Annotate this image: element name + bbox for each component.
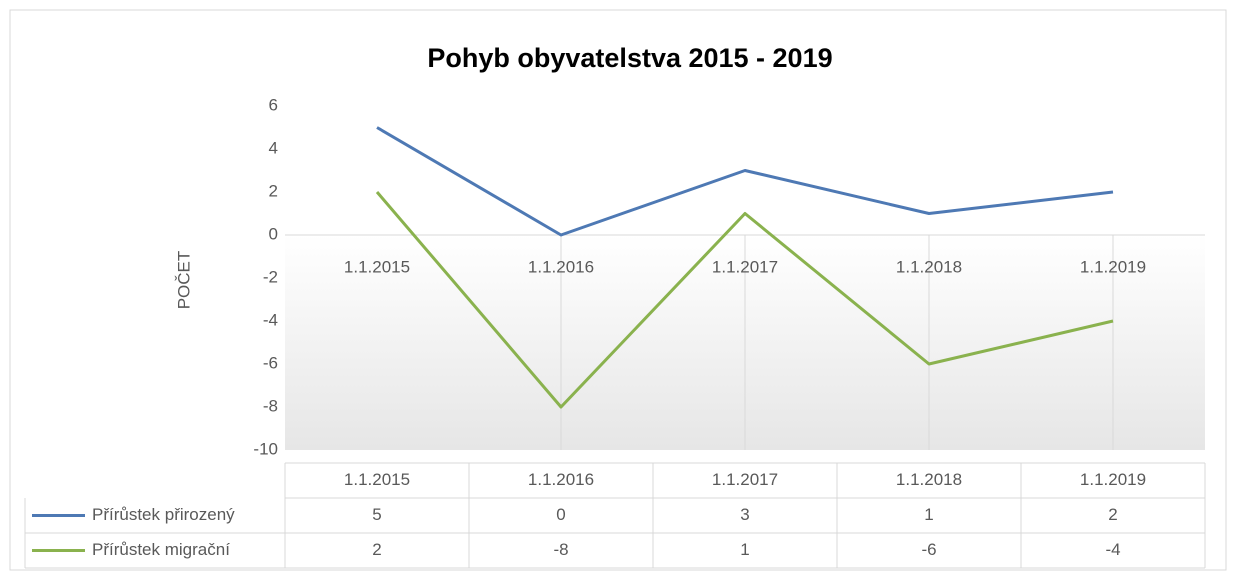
y-tick-label: 4 xyxy=(269,138,278,157)
table-value: 3 xyxy=(740,505,749,524)
table-value: -8 xyxy=(553,540,568,559)
x-tick-label: 1.1.2018 xyxy=(896,257,962,276)
table-header: 1.1.2019 xyxy=(1080,470,1146,489)
table-value: 1 xyxy=(924,505,933,524)
y-tick-label: 0 xyxy=(269,224,278,243)
table-header: 1.1.2015 xyxy=(344,470,410,489)
series-line xyxy=(375,191,1114,409)
table-header: 1.1.2018 xyxy=(896,470,962,489)
table-value: 2 xyxy=(372,540,381,559)
y-tick-label: 6 xyxy=(269,95,278,114)
y-axis-label: POČET xyxy=(174,251,193,310)
x-tick-label: 1.1.2017 xyxy=(712,257,778,276)
table-value: 2 xyxy=(1108,505,1117,524)
table-header: 1.1.2017 xyxy=(712,470,778,489)
y-tick-label: -2 xyxy=(263,267,278,286)
x-tick-label: 1.1.2016 xyxy=(528,257,594,276)
series-line xyxy=(376,126,1114,237)
legend-label: Přírůstek migrační xyxy=(92,540,230,559)
table-value: 1 xyxy=(740,540,749,559)
y-tick-label: 2 xyxy=(269,181,278,200)
y-tick-label: -8 xyxy=(263,396,278,415)
table-value: -4 xyxy=(1105,540,1120,559)
table-value: 5 xyxy=(372,505,381,524)
table-header: 1.1.2016 xyxy=(528,470,594,489)
y-tick-label: -6 xyxy=(263,353,278,372)
chart-title: Pohyb obyvatelstva 2015 - 2019 xyxy=(427,43,832,73)
x-tick-label: 1.1.2015 xyxy=(344,257,410,276)
legend-label: Přírůstek přirozený xyxy=(92,505,235,524)
y-tick-label: -4 xyxy=(263,310,278,329)
y-tick-label: -10 xyxy=(253,439,278,458)
table-value: -6 xyxy=(921,540,936,559)
table-value: 0 xyxy=(556,505,565,524)
x-tick-label: 1.1.2019 xyxy=(1080,257,1146,276)
